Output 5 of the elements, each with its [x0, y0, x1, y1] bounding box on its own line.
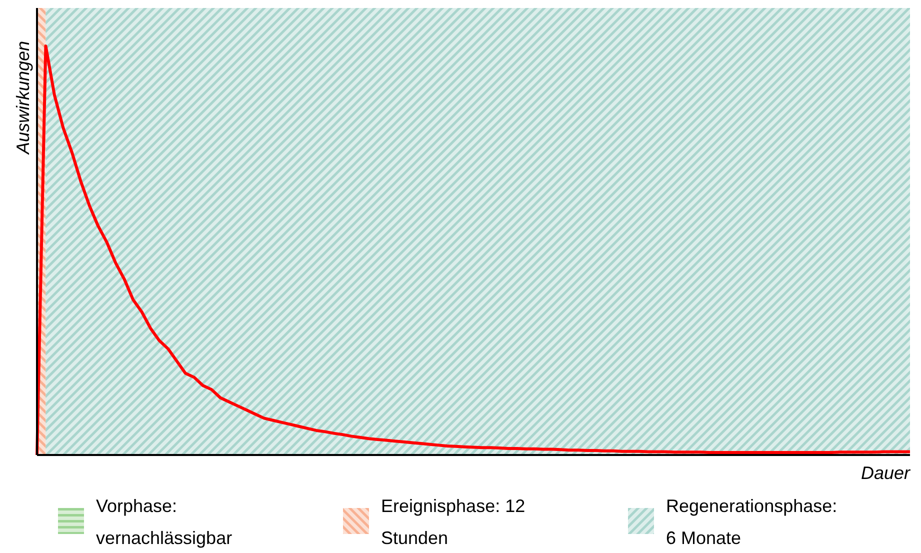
- text: Ereignisphase: 12 Stunden: [381, 495, 526, 550]
- y-axis-title: Auswirkungen: [12, 40, 34, 154]
- text: Regenerationsphase: 6 Monate: [666, 495, 838, 550]
- x-axis-title: Dauer: [860, 463, 910, 484]
- text: Vorphase: vernachlässigbar: [96, 495, 234, 550]
